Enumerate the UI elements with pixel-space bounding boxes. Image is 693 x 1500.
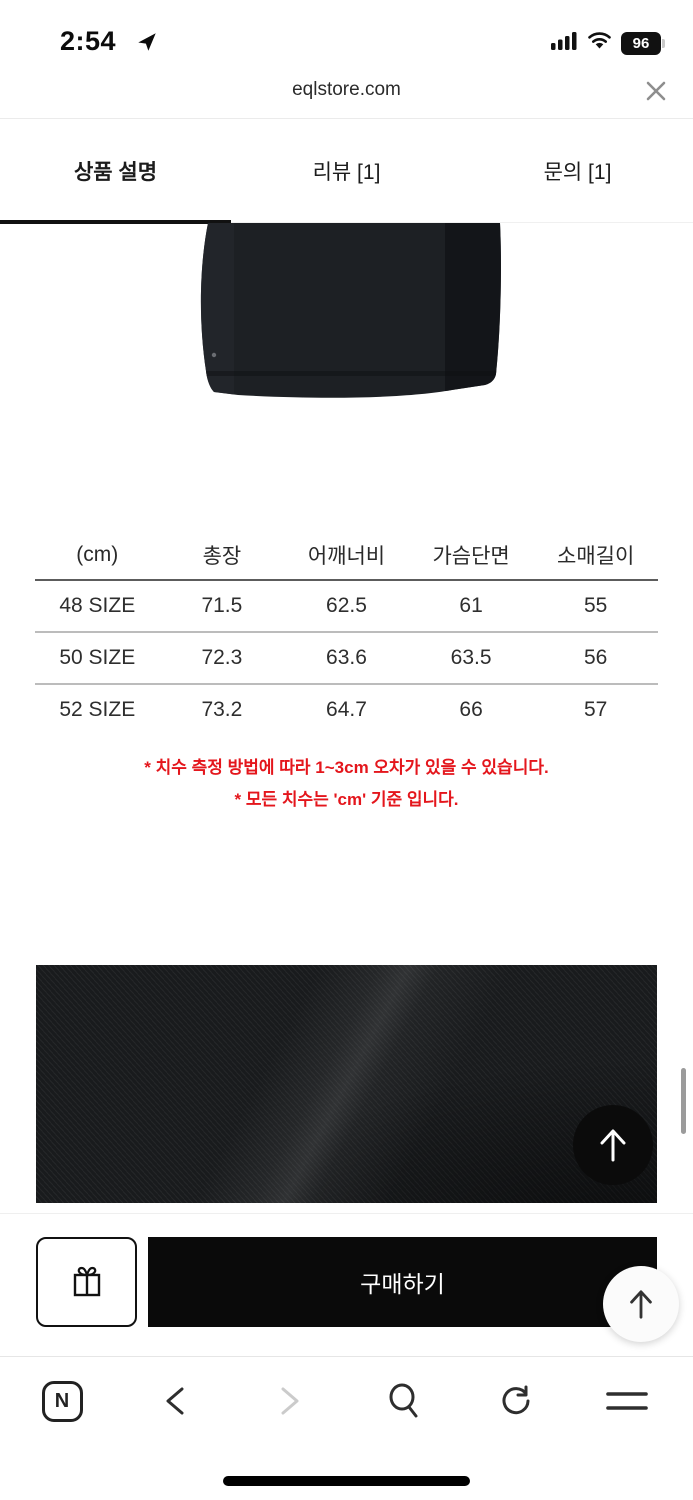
buy-button[interactable]: 구매하기: [148, 1237, 657, 1327]
fabric-detail-image: [36, 965, 657, 1203]
back-button[interactable]: [151, 1377, 199, 1425]
tab-inquiries[interactable]: 문의 [1]: [462, 119, 693, 222]
table-cell: 55: [583, 594, 608, 617]
arrow-up-icon: [630, 1290, 652, 1319]
table-cell: 64.7: [326, 698, 367, 721]
refresh-icon: [502, 1385, 530, 1415]
menu-button[interactable]: [603, 1377, 651, 1425]
gift-button[interactable]: [36, 1237, 137, 1327]
table-cell: 62.5: [326, 594, 367, 617]
size-table: (cm) 총장 어깨너비 가슴단면 소매길이 48 SIZE 71.5 62.5…: [35, 530, 658, 735]
search-button[interactable]: [379, 1377, 427, 1425]
col-header: 소매길이: [557, 544, 635, 568]
table-row: 48 SIZE 71.5 62.5 61 55: [35, 581, 658, 633]
tab-product-description[interactable]: 상품 설명: [0, 119, 231, 224]
battery-icon: 96: [621, 31, 665, 55]
table-cell: 52 SIZE: [59, 698, 136, 721]
table-cell: 50 SIZE: [59, 646, 136, 669]
cellular-signal-icon: [551, 31, 578, 55]
col-header: 어깨너비: [307, 544, 386, 568]
url-text[interactable]: eqlstore.com: [292, 79, 401, 100]
col-header: 총장: [202, 544, 242, 568]
col-header: (cm): [76, 542, 119, 566]
hamburger-menu-icon: [606, 1392, 648, 1410]
location-arrow-icon: [136, 31, 158, 58]
chevron-left-icon: [166, 1387, 184, 1415]
product-tab-bar: 상품 설명 리뷰 [1] 문의 [1]: [0, 119, 693, 224]
refresh-button[interactable]: [492, 1377, 540, 1425]
battery-tip: [662, 38, 665, 48]
table-cell: 57: [583, 698, 608, 721]
table-cell: 72.3: [201, 646, 243, 669]
table-row: 50 SIZE 72.3 63.6 63.5 56: [35, 633, 658, 685]
table-cell: 56: [583, 646, 608, 669]
col-header: 가슴단면: [432, 544, 510, 568]
battery-percent: 96: [621, 31, 661, 55]
scrollbar-thumb[interactable]: [681, 1068, 686, 1134]
url-bar[interactable]: eqlstore.com: [0, 64, 693, 119]
size-table-header: (cm) 총장 어깨너비 가슴단면 소매길이: [35, 530, 658, 581]
status-bar: 2:54 96: [0, 0, 693, 64]
size-note-line: * 모든 치수는 'cm' 기준 입니다.: [234, 790, 459, 809]
purchase-bar: 구매하기: [0, 1213, 693, 1356]
table-cell: 71.5: [201, 594, 243, 617]
tab-label: 상품 설명: [73, 160, 158, 184]
table-cell: 63.6: [326, 646, 367, 669]
scroll-to-top-button[interactable]: [573, 1105, 653, 1185]
wifi-icon: [587, 31, 612, 55]
tab-label: 문의 [1]: [543, 160, 612, 184]
size-notes: * 치수 측정 방법에 따라 1~3cm 오차가 있을 수 있습니다. * 모든…: [0, 752, 693, 816]
table-cell: 66: [459, 698, 483, 721]
status-icons: 96: [551, 31, 665, 55]
chevron-right-icon: [281, 1387, 299, 1415]
arrow-up-icon: [600, 1129, 626, 1162]
naver-home-button[interactable]: N: [38, 1377, 86, 1425]
tab-label: 리뷰 [1]: [312, 160, 381, 184]
home-indicator[interactable]: [223, 1476, 470, 1486]
table-cell: 61: [459, 594, 483, 617]
naver-icon: N: [41, 1380, 83, 1422]
table-cell: 63.5: [450, 646, 492, 669]
tab-reviews[interactable]: 리뷰 [1]: [231, 119, 462, 222]
scroll-to-top-button-secondary[interactable]: [603, 1266, 679, 1342]
table-cell: 73.2: [201, 698, 243, 721]
size-note-line: * 치수 측정 방법에 따라 1~3cm 오차가 있을 수 있습니다.: [144, 758, 549, 777]
gift-icon: [73, 1266, 100, 1297]
product-image: [196, 223, 502, 398]
status-time: 2:54: [60, 26, 117, 56]
table-cell: 48 SIZE: [59, 594, 136, 617]
forward-button[interactable]: [266, 1377, 314, 1425]
close-icon[interactable]: [643, 78, 669, 104]
table-row: 52 SIZE 73.2 64.7 66 57: [35, 685, 658, 735]
search-icon: [389, 1383, 418, 1418]
